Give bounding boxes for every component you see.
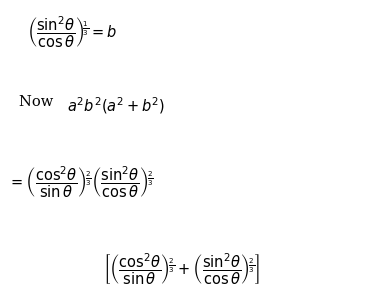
Text: $\left[\left(\dfrac{\cos^2\!\theta}{\sin\theta}\right)^{\!\frac{2}{3}} + \left(\: $\left[\left(\dfrac{\cos^2\!\theta}{\sin…: [103, 251, 260, 287]
Text: $= \left(\dfrac{\cos^2\!\theta}{\sin\theta}\right)^{\!\frac{2}{3}} \left(\dfrac{: $= \left(\dfrac{\cos^2\!\theta}{\sin\the…: [8, 165, 154, 200]
Text: $a^2 b^2 (a^2 + b^2)$: $a^2 b^2 (a^2 + b^2)$: [67, 95, 165, 116]
Text: Now: Now: [19, 95, 58, 109]
Text: $\left(\dfrac{\sin^2\!\theta}{\cos\theta}\right)^{\!\frac{1}{3}} = b$: $\left(\dfrac{\sin^2\!\theta}{\cos\theta…: [27, 14, 117, 50]
